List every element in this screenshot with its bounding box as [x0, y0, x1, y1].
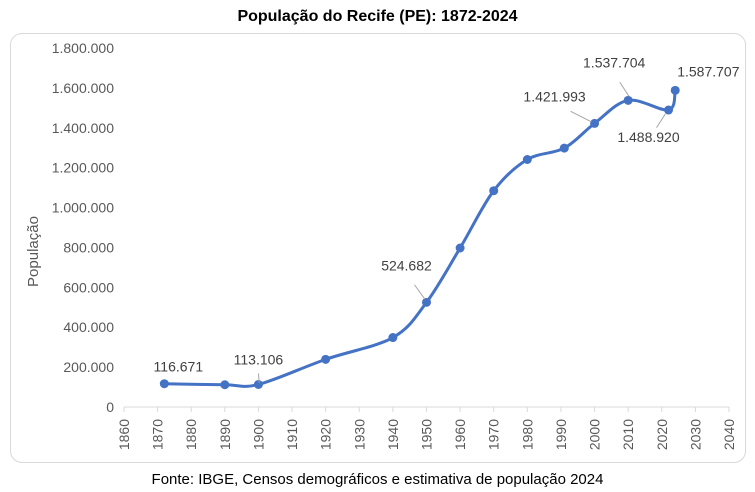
data-label: 524.682	[381, 257, 432, 273]
data-label-leader	[619, 81, 630, 97]
x-tick-label: 1890	[217, 419, 233, 450]
data-label: 1.488.920	[617, 129, 679, 145]
x-tick-label: 2040	[721, 419, 737, 450]
data-label-leader	[656, 113, 666, 128]
data-point	[522, 155, 532, 165]
data-label: 116.671	[154, 359, 204, 375]
chart-frame	[10, 33, 746, 463]
y-tick-label: 0	[106, 399, 114, 415]
x-tick-label: 1910	[284, 419, 300, 450]
x-tick-label: 1880	[183, 419, 199, 450]
x-tick-label: 1950	[419, 419, 435, 450]
x-tick-label: 2010	[620, 419, 636, 450]
chart-source: Fonte: IBGE, Censos demográficos e estim…	[151, 471, 604, 488]
data-point	[590, 118, 600, 128]
x-tick-label: 1930	[351, 419, 367, 450]
x-tick-label: 1860	[116, 419, 132, 450]
y-tick-label: 1.600.000	[52, 80, 114, 96]
x-tick-label: 1900	[250, 419, 266, 450]
data-label-leader	[257, 373, 260, 383]
data-point	[670, 85, 680, 95]
y-tick-label: 400.000	[63, 319, 114, 335]
data-point	[388, 333, 398, 343]
data-label: 1.587.707	[677, 63, 739, 79]
y-axis-title: População	[25, 216, 42, 287]
y-tick-label: 800.000	[63, 239, 114, 255]
data-point	[664, 105, 673, 115]
y-tick-label: 1.200.000	[52, 160, 114, 176]
data-point	[455, 243, 465, 253]
data-point	[623, 95, 633, 105]
x-tick-label: 1870	[150, 419, 166, 450]
x-tick-label: 1970	[486, 419, 502, 450]
data-point	[220, 380, 230, 390]
x-tick-label: 2020	[654, 419, 670, 450]
data-point	[422, 297, 431, 307]
chart-title: População do Recife (PE): 1872-2024	[237, 8, 518, 25]
x-tick-label: 1960	[452, 419, 468, 450]
data-point	[559, 143, 569, 153]
x-tick-label: 1990	[553, 419, 569, 450]
data-label: 113.106	[234, 351, 284, 367]
series-line	[164, 89, 677, 388]
data-point	[159, 379, 169, 389]
data-label: 1.421.993	[523, 88, 585, 104]
data-point	[253, 379, 263, 389]
data-label-leader	[570, 110, 592, 123]
x-tick-label: 2030	[687, 419, 703, 450]
y-tick-label: 1.800.000	[52, 40, 114, 56]
data-point	[321, 354, 331, 364]
y-tick-label: 200.000	[63, 359, 114, 375]
data-point	[489, 186, 499, 196]
x-tick-label: 1980	[519, 419, 535, 450]
data-label-leader	[414, 284, 426, 300]
y-tick-label: 1.000.000	[52, 200, 114, 216]
data-label: 1.537.704	[583, 54, 645, 70]
x-tick-label: 1940	[385, 419, 401, 450]
x-tick-label: 2000	[587, 419, 603, 450]
y-tick-label: 600.000	[63, 279, 114, 295]
x-tick-label: 1920	[318, 419, 334, 450]
y-tick-label: 1.400.000	[52, 120, 114, 136]
